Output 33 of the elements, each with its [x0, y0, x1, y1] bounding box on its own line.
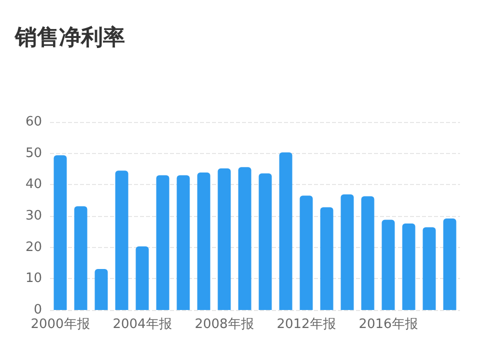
bar — [422, 227, 436, 310]
bar — [258, 173, 272, 310]
bar — [320, 207, 334, 310]
bar — [238, 167, 252, 310]
bar — [340, 194, 354, 310]
x-tick-label: 2008年报 — [194, 317, 254, 332]
bar — [136, 246, 149, 310]
bar — [218, 168, 231, 310]
bar — [402, 224, 416, 310]
bar — [156, 175, 170, 310]
y-tick-label: 60 — [25, 114, 42, 130]
y-tick-label: 10 — [25, 271, 42, 286]
bar — [443, 218, 456, 310]
x-tick-label: 2012年报 — [276, 317, 336, 332]
bar — [54, 155, 67, 310]
bar — [279, 152, 292, 310]
y-tick-label: 20 — [25, 240, 42, 255]
bar — [361, 196, 374, 310]
y-tick-label: 0 — [34, 302, 42, 318]
bar — [382, 220, 395, 310]
bar — [115, 170, 128, 310]
x-tick-label: 2004年报 — [112, 317, 172, 332]
y-tick-label: 40 — [25, 177, 42, 192]
x-tick-label: 2016年报 — [358, 317, 418, 332]
bar — [300, 196, 313, 310]
bar — [74, 206, 88, 310]
bar — [176, 175, 190, 310]
x-tick-label: 2000年报 — [30, 317, 90, 332]
bar — [197, 172, 210, 310]
bar — [94, 268, 108, 310]
y-tick-label: 30 — [25, 208, 42, 224]
y-tick-label: 50 — [25, 146, 42, 161]
chart-title: 销售净利率 — [14, 24, 125, 50]
